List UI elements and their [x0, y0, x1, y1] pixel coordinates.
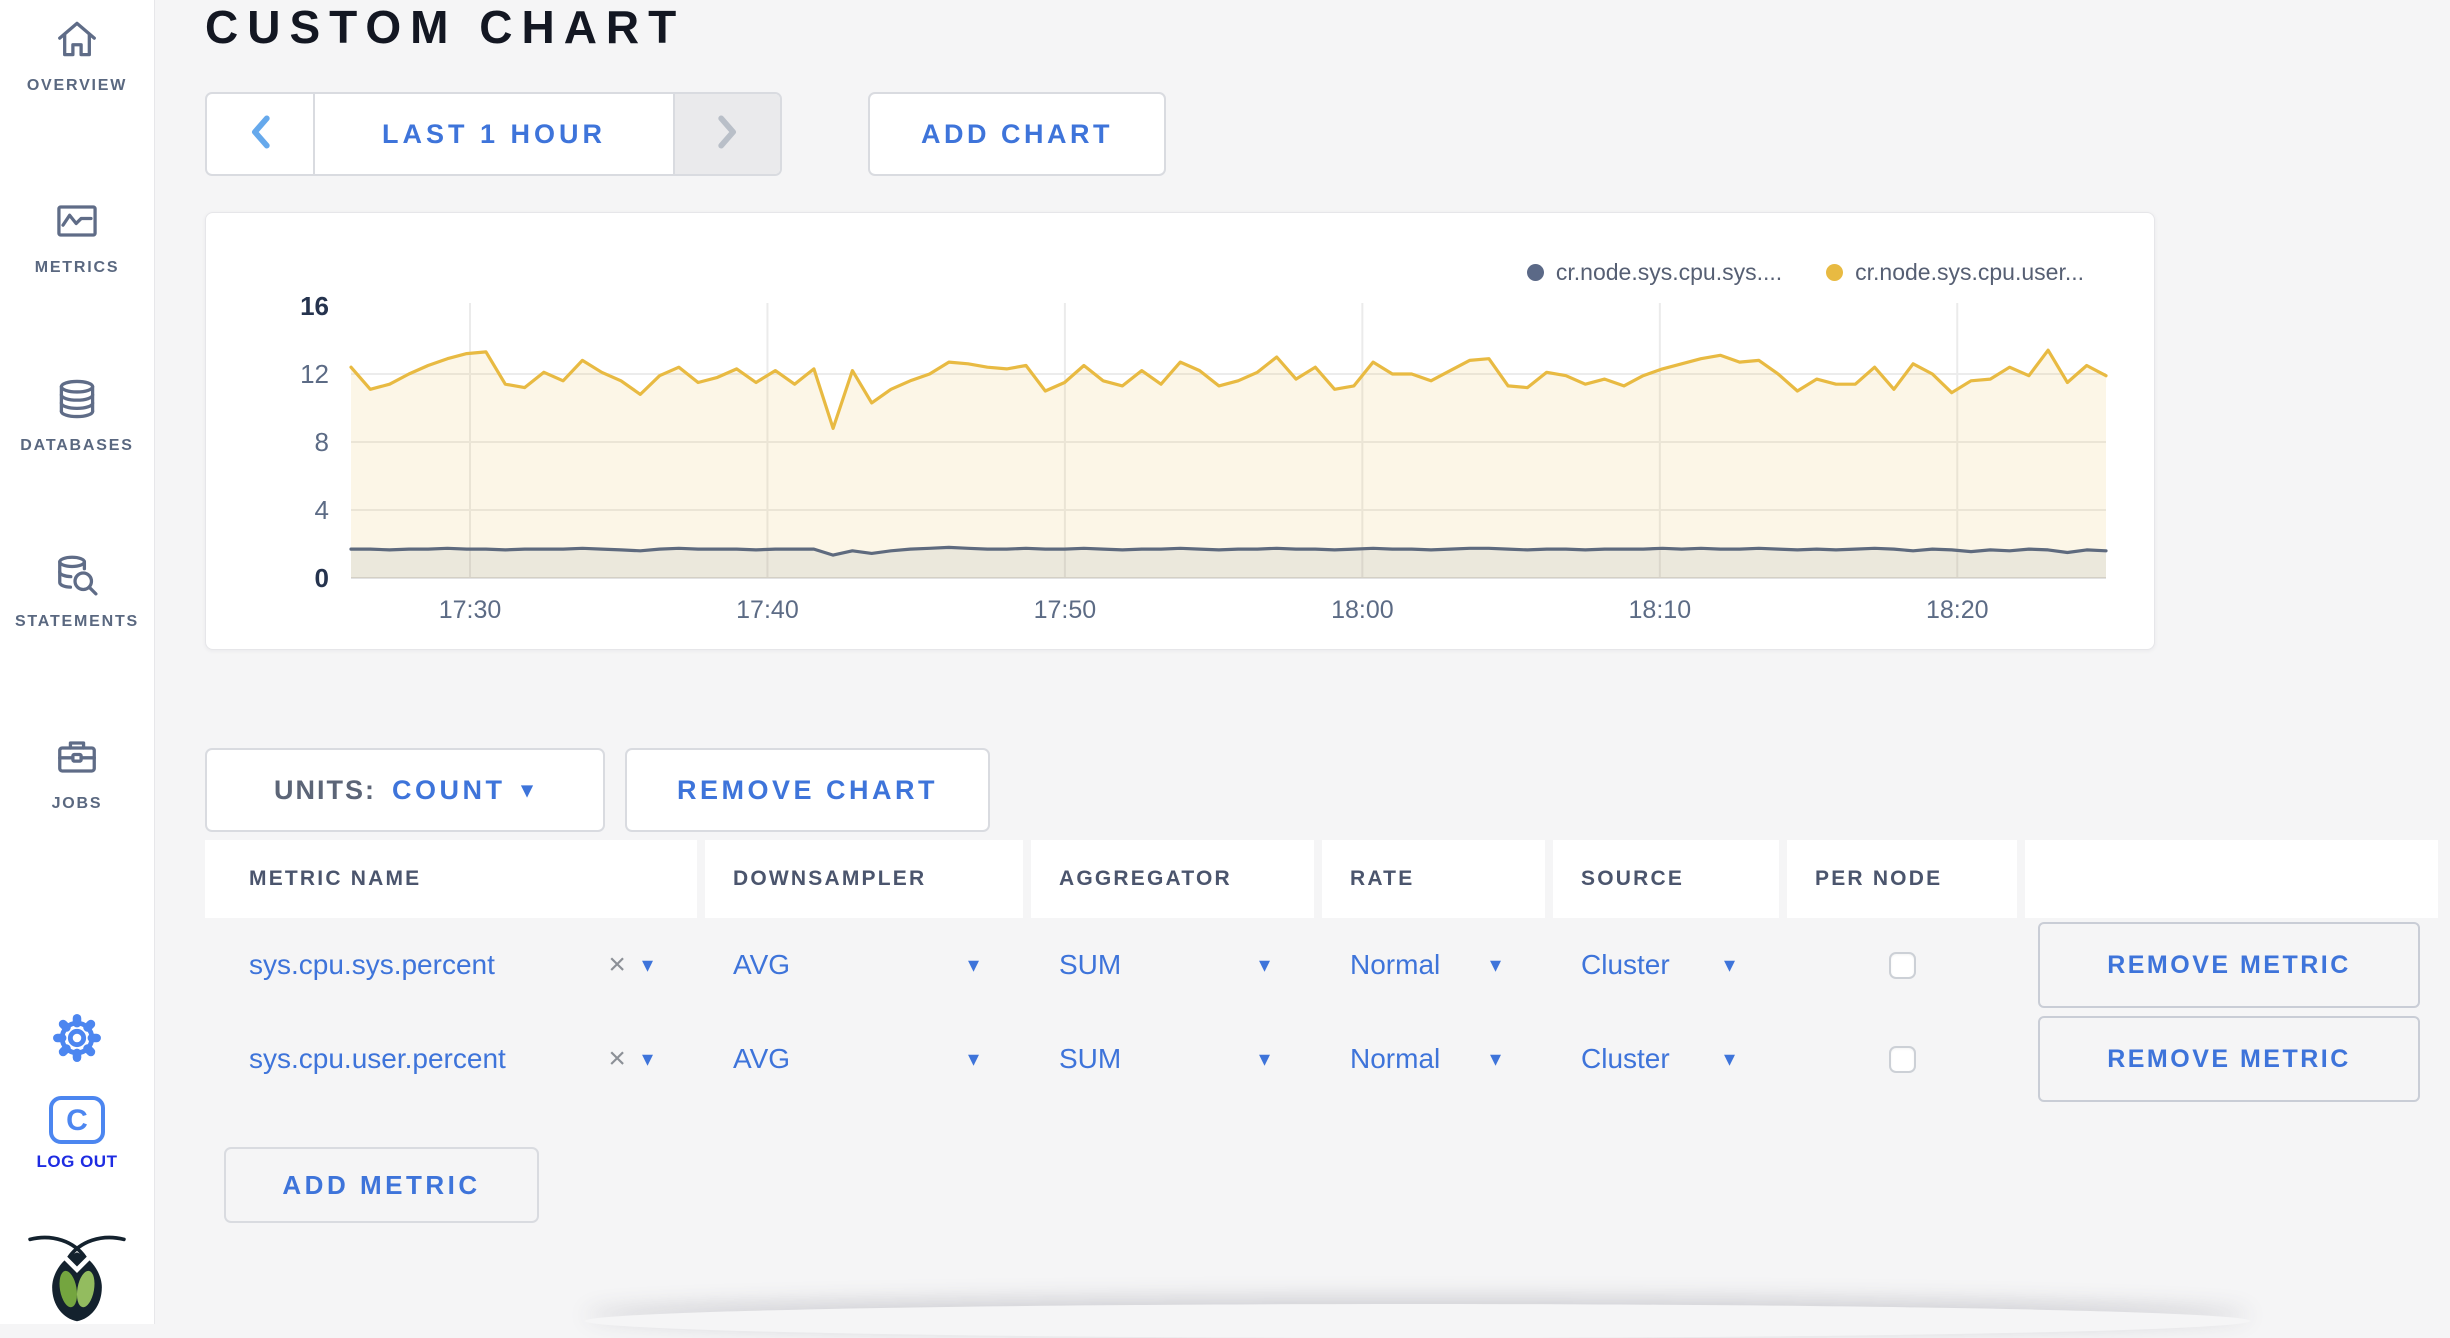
chart-legend: cr.node.sys.cpu.sys.... cr.node.sys.cpu.…: [1527, 259, 2084, 286]
chevron-down-icon[interactable]: ▾: [642, 954, 653, 976]
time-range-label[interactable]: LAST 1 HOUR: [315, 94, 673, 174]
custom-chart-card: 17:30 17:40 17:50 18:00 18:10 18:20 0 4 8 12 16 cr…: [205, 212, 2155, 650]
svg-text:17:30: 17:30: [439, 596, 502, 624]
units-label: UNITS:: [274, 775, 376, 806]
svg-text:12: 12: [300, 359, 329, 389]
clear-metric-icon[interactable]: ×: [608, 948, 626, 982]
legend-item-sys: cr.node.sys.cpu.sys....: [1527, 259, 1782, 286]
table-row: sys.cpu.sys.percent × ▾ AVG ▾ SUM ▾ Norm…: [205, 918, 2438, 1012]
sidebar-item-label: DATABASES: [0, 437, 154, 455]
chevron-down-icon[interactable]: ▾: [1259, 1048, 1270, 1070]
downsampler-dropdown[interactable]: AVG ▾: [705, 1012, 1023, 1106]
col-header-per-node: PER NODE: [1787, 840, 2017, 918]
sidebar-item-statements[interactable]: STATEMENTS: [0, 552, 154, 631]
svg-text:4: 4: [315, 495, 329, 525]
svg-text:18:20: 18:20: [1926, 596, 1989, 624]
rate-dropdown[interactable]: Normal ▾: [1322, 918, 1545, 1012]
cockroach-c-logo-icon: C: [49, 1096, 105, 1144]
chevron-down-icon[interactable]: ▾: [968, 954, 979, 976]
sidebar-item-databases[interactable]: DATABASES: [0, 376, 154, 455]
col-header-aggregator: AGGREGATOR: [1031, 840, 1314, 918]
col-header-actions: [2025, 840, 2438, 918]
source-dropdown[interactable]: Cluster ▾: [1553, 918, 1779, 1012]
metric-name-dropdown[interactable]: sys.cpu.user.percent × ▾: [205, 1012, 697, 1106]
downsampler-dropdown[interactable]: AVG ▾: [705, 918, 1023, 1012]
table-row: sys.cpu.user.percent × ▾ AVG ▾ SUM ▾ Nor…: [205, 1012, 2438, 1106]
chevron-left-icon: [249, 115, 271, 154]
main-content: CUSTOM CHART LAST 1 HOUR ADD CHART 17:30…: [155, 0, 2450, 1324]
col-header-rate: RATE: [1322, 840, 1545, 918]
per-node-checkbox[interactable]: [1889, 952, 1916, 979]
home-icon: [54, 49, 100, 66]
gear-icon: [51, 1051, 103, 1068]
metric-name-dropdown[interactable]: sys.cpu.sys.percent × ▾: [205, 918, 697, 1012]
svg-text:17:50: 17:50: [1034, 596, 1097, 624]
sidebar-item-label: OVERVIEW: [0, 77, 154, 95]
remove-metric-button[interactable]: REMOVE METRIC: [2038, 1016, 2420, 1102]
chevron-down-icon[interactable]: ▾: [1490, 954, 1501, 976]
svg-text:16: 16: [300, 291, 329, 321]
time-range-selector: LAST 1 HOUR: [205, 92, 782, 176]
sidebar-item-label: STATEMENTS: [0, 613, 154, 631]
metrics-icon: [54, 231, 100, 248]
briefcase-icon: [54, 767, 100, 784]
svg-text:17:40: 17:40: [736, 596, 799, 624]
cockroach-bug-icon: [25, 1311, 129, 1328]
units-dropdown[interactable]: UNITS: COUNT ▾: [205, 748, 605, 832]
source-dropdown[interactable]: Cluster ▾: [1553, 1012, 1779, 1106]
chevron-down-icon[interactable]: ▾: [1490, 1048, 1501, 1070]
metrics-table: METRIC NAME DOWNSAMPLER AGGREGATOR RATE …: [205, 840, 2438, 1106]
per-node-checkbox[interactable]: [1889, 1046, 1916, 1073]
chevron-right-icon: [717, 115, 739, 154]
metrics-table-header: METRIC NAME DOWNSAMPLER AGGREGATOR RATE …: [205, 840, 2438, 918]
aggregator-dropdown[interactable]: SUM ▾: [1031, 918, 1314, 1012]
sidebar-item-label: JOBS: [0, 795, 154, 813]
svg-text:18:00: 18:00: [1331, 596, 1394, 624]
per-node-cell: [1787, 918, 2017, 1012]
sidebar-item-overview[interactable]: OVERVIEW: [0, 16, 154, 95]
sidebar-item-jobs[interactable]: JOBS: [0, 734, 154, 813]
rate-dropdown[interactable]: Normal ▾: [1322, 1012, 1545, 1106]
col-header-metric-name: METRIC NAME: [205, 840, 697, 918]
database-icon: [54, 409, 100, 426]
sidebar-item-label: METRICS: [0, 259, 154, 277]
sidebar: OVERVIEW METRICS DATABASES: [0, 0, 155, 1324]
svg-text:18:10: 18:10: [1629, 596, 1692, 624]
legend-dot-sys-icon: [1527, 264, 1544, 281]
remove-metric-button[interactable]: REMOVE METRIC: [2038, 922, 2420, 1008]
logout-label: LOG OUT: [0, 1152, 154, 1172]
settings-gear-button[interactable]: [0, 1012, 154, 1069]
chevron-down-icon[interactable]: ▾: [968, 1048, 979, 1070]
remove-chart-button[interactable]: REMOVE CHART: [625, 748, 990, 832]
time-range-next-button[interactable]: [673, 94, 780, 174]
units-value: COUNT: [392, 775, 506, 806]
bottom-scroll-shadow: [585, 1304, 2250, 1338]
chevron-down-icon[interactable]: ▾: [1724, 1048, 1735, 1070]
chevron-down-icon[interactable]: ▾: [1259, 954, 1270, 976]
per-node-cell: [1787, 1012, 2017, 1106]
legend-item-user: cr.node.sys.cpu.user...: [1826, 259, 2084, 286]
cockroach-bug-logo[interactable]: [0, 1232, 154, 1329]
aggregator-dropdown[interactable]: SUM ▾: [1031, 1012, 1314, 1106]
chevron-down-icon: ▾: [521, 779, 536, 801]
logout-button[interactable]: C LOG OUT: [0, 1096, 154, 1172]
page-title: CUSTOM CHART: [205, 0, 685, 54]
svg-text:8: 8: [315, 427, 329, 457]
chevron-down-icon[interactable]: ▾: [642, 1048, 653, 1070]
col-header-source: SOURCE: [1553, 840, 1779, 918]
sidebar-item-metrics[interactable]: METRICS: [0, 198, 154, 277]
col-header-downsampler: DOWNSAMPLER: [705, 840, 1023, 918]
add-chart-button[interactable]: ADD CHART: [868, 92, 1166, 176]
statements-icon: [54, 585, 100, 602]
chevron-down-icon[interactable]: ▾: [1724, 954, 1735, 976]
add-metric-button[interactable]: ADD METRIC: [224, 1147, 539, 1223]
clear-metric-icon[interactable]: ×: [608, 1042, 626, 1076]
time-range-prev-button[interactable]: [207, 94, 315, 174]
svg-text:0: 0: [315, 563, 329, 593]
legend-dot-user-icon: [1826, 264, 1843, 281]
